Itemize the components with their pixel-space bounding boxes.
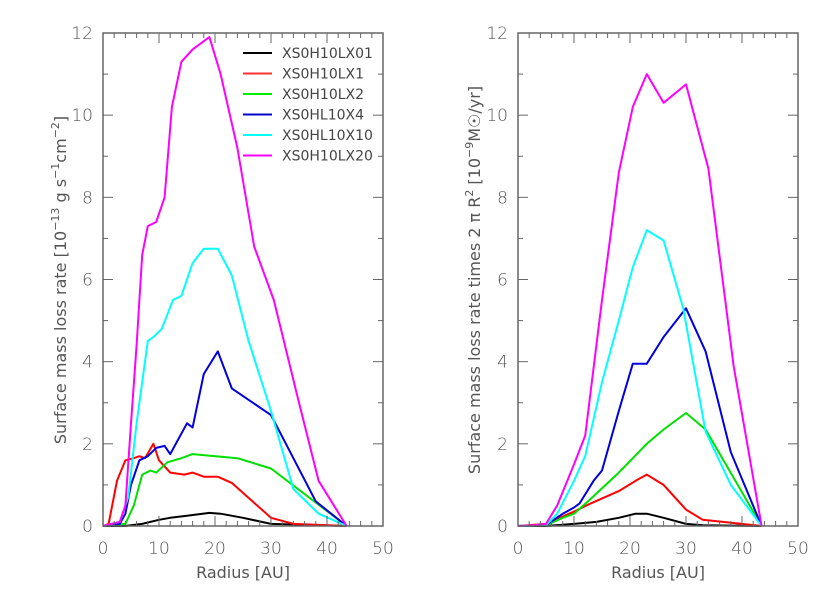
legend-label: XS0H10LX2 [282, 87, 364, 103]
left-x-tick-label: 30 [260, 539, 282, 559]
right-y-tick-label: 2 [497, 435, 508, 455]
legend-label: XS0HL10X10 [282, 128, 373, 144]
left-series-xs0h10lx2 [102, 453, 348, 527]
right-y-tick-label: 8 [497, 188, 508, 208]
left-series-xs0h10lx1 [102, 442, 347, 527]
left-x-tick-label: 50 [372, 539, 394, 559]
right-series-xs0h10lx01 [518, 512, 762, 527]
left-x-tick-label: 10 [148, 539, 170, 559]
right-series-xs0h10lx2 [517, 412, 763, 527]
left-y-tick-label: 12 [71, 24, 93, 44]
legend-item: XS0H10LX01 [243, 46, 373, 62]
right-y-tick-label: 12 [486, 24, 508, 44]
left-y-tick-label: 4 [82, 353, 93, 373]
right-plot-frame [517, 32, 799, 527]
right-x-tick-label: 0 [513, 539, 524, 559]
right-series-xs0h10lx1 [517, 473, 762, 527]
legend-item: XS0HL10X4 [243, 108, 364, 124]
left-x-axis-label: Radius [AU] [196, 563, 290, 582]
right-y-tick-label: 0 [497, 517, 508, 537]
left-y-axis-label: Surface mass loss rate [10−13 g s−1cm−2] [49, 116, 70, 444]
legend: XS0H10LX01 XS0H10LX1 XS0H10LX2 XS0HL10X4 XS0… [243, 46, 373, 165]
right-x-tick-label: 30 [675, 539, 697, 559]
right-series-xs0h10lx20 [517, 73, 763, 527]
right-x-tick-label: 40 [731, 539, 753, 559]
left-panel: 0 10 20 30 40 50 0 2 4 6 8 10 12 [71, 24, 393, 559]
left-y-tick-label: 10 [71, 106, 93, 126]
left-x-tick-label: 40 [316, 539, 338, 559]
left-y-tick-label: 2 [82, 435, 93, 455]
right-x-tick-label: 10 [563, 539, 585, 559]
left-ticks: 0 10 20 30 40 50 0 2 4 6 8 10 12 [71, 24, 393, 559]
left-x-tick-label: 20 [204, 539, 226, 559]
left-x-tick-label: 0 [98, 539, 109, 559]
legend-label: XS0HL10X4 [282, 108, 364, 124]
legend-item: XS0H10LX1 [243, 67, 364, 83]
left-series-xs0h10lx20 [102, 36, 348, 527]
right-y-tick-label: 10 [486, 106, 508, 126]
left-series-xs0hl10x10 [102, 247, 348, 527]
right-x-tick-label: 50 [787, 539, 809, 559]
right-panel: 0 10 20 30 40 50 0 2 4 6 8 10 12 [486, 24, 808, 559]
right-x-axis-label: Radius [AU] [611, 563, 705, 582]
legend-item: XS0H10LX20 [243, 149, 373, 165]
legend-label: XS0H10LX20 [282, 149, 373, 165]
legend-label: XS0H10LX1 [282, 67, 364, 83]
right-series-xs0hl10x10 [517, 229, 763, 527]
right-series-xs0hl10x4 [517, 307, 763, 527]
right-ticks: 0 10 20 30 40 50 0 2 4 6 8 10 12 [486, 24, 808, 559]
left-series-group [102, 36, 348, 527]
right-y-tick-label: 4 [497, 353, 508, 373]
legend-item: XS0HL10X10 [243, 128, 373, 144]
left-y-tick-label: 0 [82, 517, 93, 537]
right-x-tick-label: 20 [619, 539, 641, 559]
right-series-group [517, 73, 763, 527]
right-y-axis-label: Surface mass loss rate times 2 π R2 [10−… [463, 86, 484, 474]
right-y-tick-label: 6 [497, 271, 508, 291]
left-series-xs0hl10x4 [102, 350, 348, 527]
legend-item: XS0H10LX2 [243, 87, 364, 103]
left-y-tick-label: 6 [82, 271, 93, 291]
legend-label: XS0H10LX01 [282, 46, 373, 62]
left-y-tick-label: 8 [82, 188, 93, 208]
